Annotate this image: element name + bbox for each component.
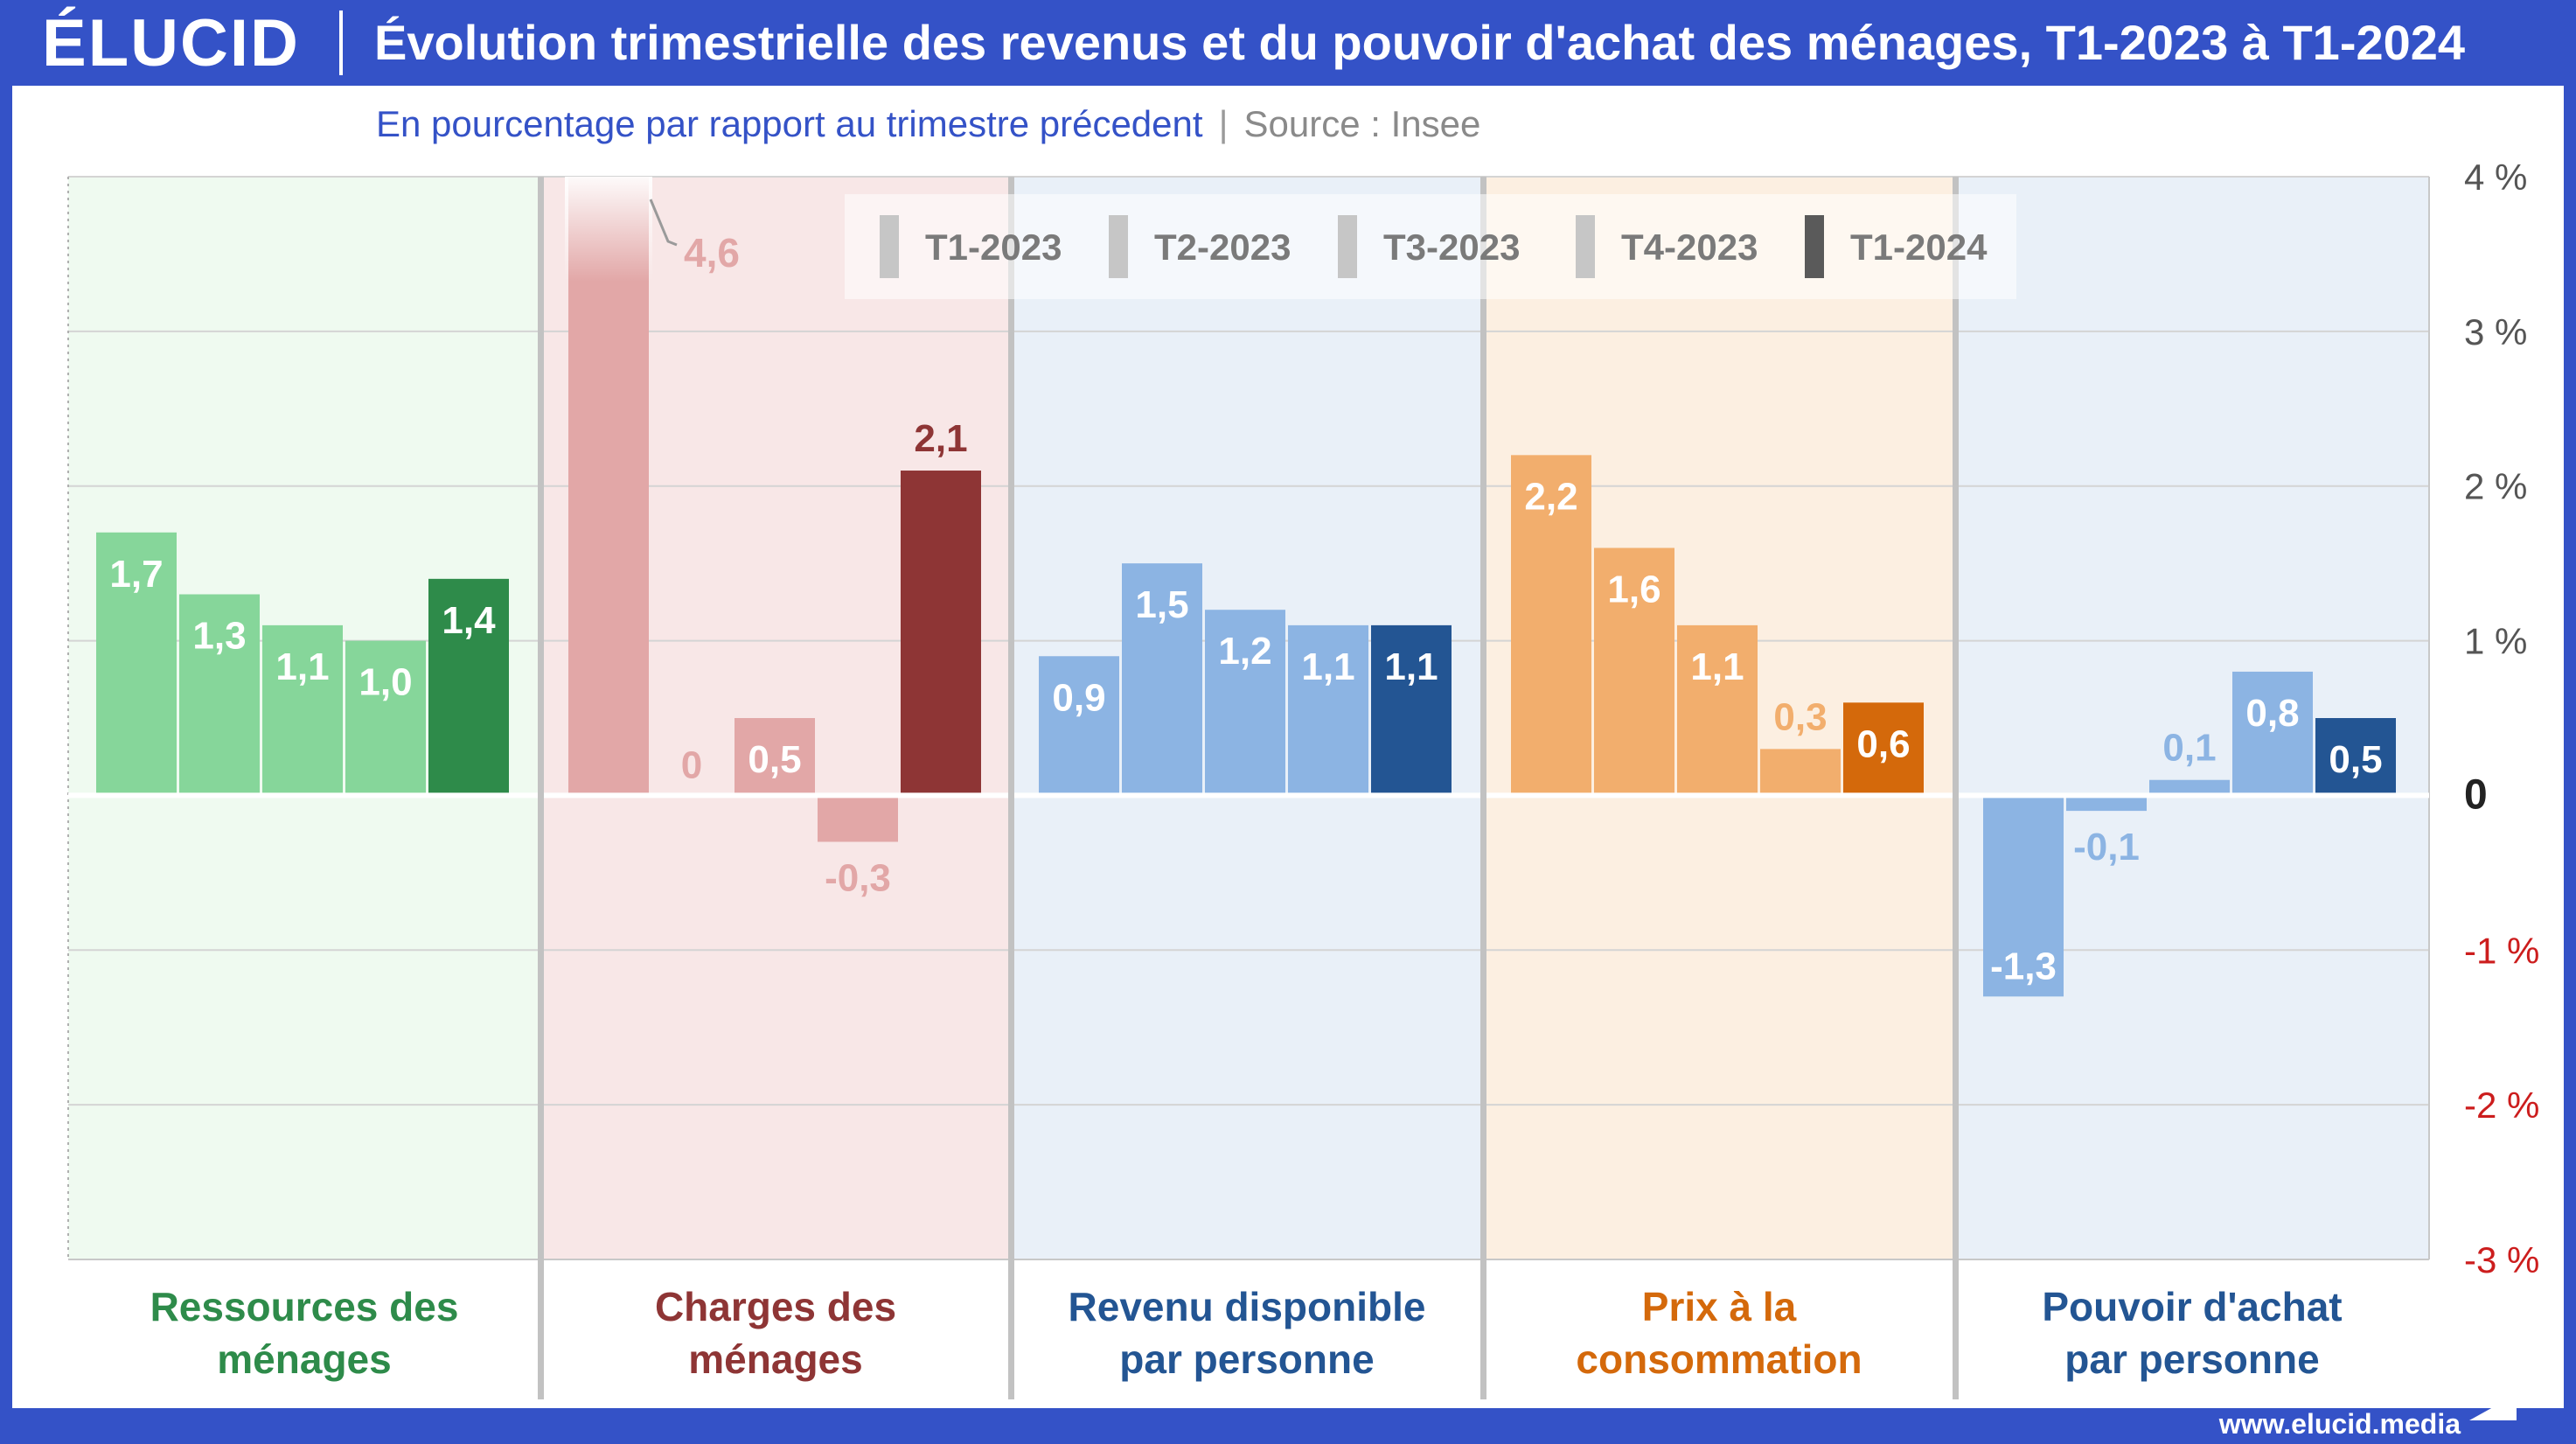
y-tick-label: -1 % [2464,930,2539,971]
data-label: 0,9 [1052,676,1105,719]
legend-label: T2-2023 [1154,227,1291,268]
footer-url[interactable]: www.elucid.media [2218,1408,2461,1440]
data-label: 4,6 [684,230,740,276]
group-divider [1480,177,1486,1399]
bar [735,718,815,796]
bar [179,594,260,796]
bar [96,532,177,796]
chart-subtitle: En pourcentage par rapport au trimestre … [376,103,1203,144]
data-label: 1,4 [442,599,496,642]
bar [1371,624,1452,796]
bar [1677,624,1758,796]
bar [1122,563,1202,796]
legend-label: T1-2023 [925,227,1062,268]
legend-swatch [1338,215,1357,278]
bar [1288,624,1368,796]
bar [901,471,981,796]
y-tick-label: -2 % [2464,1085,2539,1126]
bar [1843,702,1924,796]
subtitle-separator: | [1218,103,1229,144]
header-divider [339,10,343,75]
category-label: ménages [217,1336,391,1382]
legend-swatch [1576,215,1595,278]
elucid-logo: ÉLUCID [42,6,300,80]
category-label: Revenu disponible [1069,1284,1426,1329]
data-label: 1,6 [1607,568,1660,610]
bar [818,795,898,842]
bar [2066,795,2147,812]
bar [1983,795,2064,997]
bar-fade [565,177,652,282]
legend-label: T3-2023 [1383,227,1520,268]
bar [428,578,509,796]
data-label: 1,1 [1690,645,1744,688]
category-label: Prix à la [1642,1284,1797,1329]
category-label: consommation [1576,1336,1862,1382]
header-bar: ÉLUCID Évolution trimestrielle des reven… [0,0,2576,86]
bar [345,640,426,796]
category-label: Pouvoir d'achat [2042,1284,2342,1329]
group-divider [1953,177,1959,1399]
data-label: 1,1 [1301,645,1354,688]
y-tick-label: 2 % [2464,466,2527,507]
bar [262,624,343,796]
bar [1594,548,1674,796]
legend-label: T1-2024 [1850,227,1988,268]
data-label: 1,3 [192,615,246,658]
leader-line [649,199,678,247]
data-label: 1,7 [109,553,163,596]
elucid-mark-icon [2469,1394,2517,1420]
category-label: par personne [1119,1336,1374,1382]
bar [1760,749,1841,796]
category-label: ménages [688,1336,862,1382]
y-tick-label: 0 [2464,771,2488,818]
group-divider [1008,177,1014,1399]
data-label: 2,1 [914,417,967,460]
data-label: 2,2 [1524,475,1577,518]
data-label: 0,5 [2329,738,2382,781]
bar [2315,718,2396,796]
bar [2149,779,2230,796]
category-label: Ressources des [150,1284,459,1329]
data-label: 1,1 [275,645,329,688]
category-label: par personne [2064,1336,2319,1382]
legend-swatch [880,215,899,278]
data-label: 1,0 [359,661,412,704]
y-tick-label: 4 % [2464,157,2527,198]
data-label: 1,2 [1218,630,1271,673]
bar [1205,610,1285,796]
legend-swatch [1805,215,1824,278]
legend-swatch [1109,215,1128,278]
data-label: 0,5 [748,738,801,781]
chart-title: Évolution trimestrielle des revenus et d… [374,15,2466,70]
data-label: 1,1 [1384,645,1438,688]
data-label: 0,8 [2245,692,2299,735]
source-note: Source : Insee [1243,103,1481,144]
data-label: 0,1 [2162,727,2216,770]
data-label: 0 [681,743,702,786]
y-tick-label: 3 % [2464,311,2527,352]
data-label: 1,5 [1135,583,1188,626]
bar [1039,656,1119,796]
category-label: Charges des [655,1284,896,1329]
bar [2232,671,2313,796]
data-label: 0,6 [1856,722,1910,765]
bar [1511,455,1591,796]
group-divider [538,177,544,1399]
y-tick-label: -3 % [2464,1239,2539,1280]
data-label: -0,1 [2073,826,2140,868]
y-tick-label: 1 % [2464,621,2527,662]
data-label: -1,3 [1990,945,2057,987]
legend-label: T4-2023 [1621,227,1758,268]
data-label: -0,3 [825,856,891,899]
data-label: 0,3 [1773,695,1827,738]
subtitle-line: En pourcentage par rapport au trimestre … [376,98,1480,150]
